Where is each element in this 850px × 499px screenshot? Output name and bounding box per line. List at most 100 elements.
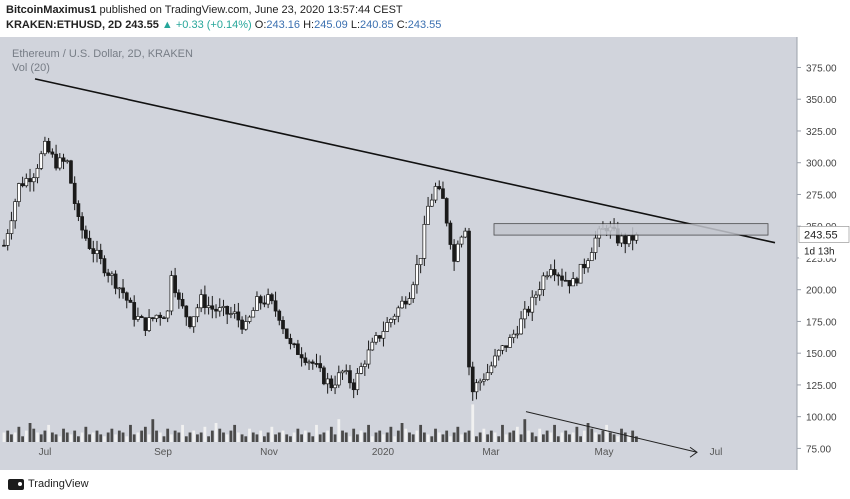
y-tick-label: 300.00	[806, 159, 837, 170]
candle-body	[552, 269, 557, 276]
candle-body	[441, 188, 445, 199]
candle-body	[117, 287, 122, 290]
volume-bar	[110, 428, 114, 442]
close-label: C:	[396, 19, 408, 31]
candle-body	[318, 363, 323, 369]
x-tick-label: Jul	[39, 447, 52, 458]
volume-label: Vol (20)	[12, 62, 50, 74]
volume-bar	[616, 436, 620, 442]
candle-body	[165, 310, 170, 319]
low-value: 240.85	[360, 19, 394, 31]
volume-bar	[80, 432, 84, 442]
volume-bar	[2, 432, 6, 442]
candle-body	[143, 317, 148, 331]
open-label: O:	[254, 19, 267, 31]
volume-bar	[173, 430, 177, 442]
x-tick-label: Nov	[260, 447, 278, 458]
volume-bar	[441, 434, 445, 442]
candle-body	[336, 372, 341, 386]
volume-bar	[285, 434, 289, 442]
volume-bar	[527, 430, 530, 442]
candle-body	[110, 273, 114, 276]
volume-bar	[248, 428, 251, 442]
candle-body	[154, 314, 159, 319]
candle-body	[433, 186, 438, 201]
volume-bar	[549, 432, 553, 442]
volume-bar	[467, 430, 471, 442]
candle-body	[537, 289, 542, 296]
author-name[interactable]: BitcoinMaximus1	[6, 4, 97, 16]
price-chart[interactable]: 75.00 100.00 125.00 150.00 175.00 200.00 225.0…	[0, 37, 850, 470]
candle-body	[575, 278, 579, 284]
candle-body	[296, 343, 300, 355]
volume-bar	[497, 436, 501, 442]
time-axis: Jul Sep Nov 2020 Mar May Jul	[39, 447, 723, 458]
volume-bar	[77, 436, 80, 442]
volume-bar	[166, 428, 170, 442]
volume-bar	[564, 430, 568, 442]
candle-body	[400, 300, 404, 309]
volume-bar	[326, 430, 330, 442]
volume-bar	[281, 430, 285, 442]
volume-bar	[322, 432, 326, 442]
volume-bar	[6, 430, 10, 442]
candle-body	[426, 205, 430, 225]
candle-body	[362, 363, 367, 367]
candle-body	[578, 263, 583, 284]
chart-area[interactable]: 75.00 100.00 125.00 150.00 175.00 200.00 225.0…	[0, 37, 850, 470]
volume-bar	[415, 430, 419, 442]
candle-body	[43, 140, 47, 155]
volume-bar	[486, 434, 489, 442]
volume-bar	[32, 428, 36, 442]
volume-bar	[307, 432, 311, 442]
candle-body	[225, 305, 230, 315]
volume-bar	[359, 430, 363, 442]
candle-body	[482, 379, 486, 382]
candle-body	[314, 363, 319, 365]
volume-bar	[259, 430, 263, 442]
chart-header: BitcoinMaximus1 published on TradingView…	[0, 0, 850, 36]
candle-body	[262, 302, 267, 305]
volume-bar	[445, 430, 449, 442]
candle-body	[199, 294, 204, 309]
candle-body	[418, 258, 423, 266]
volume-bar	[396, 430, 400, 442]
candle-body	[95, 249, 99, 255]
volume-bar	[50, 432, 54, 442]
candle-body	[496, 349, 501, 357]
candle-body	[72, 182, 77, 204]
candle-body	[623, 235, 628, 245]
candle-body	[240, 319, 244, 330]
volume-bar	[627, 434, 631, 442]
candle-body	[567, 280, 572, 287]
candle-body	[310, 361, 315, 364]
open-value: 243.16	[266, 19, 301, 31]
volume-bar	[84, 426, 88, 442]
candle-body	[478, 380, 483, 384]
candle-body	[627, 235, 631, 245]
candle-body	[348, 370, 352, 384]
candle-body	[292, 343, 297, 346]
candle-body	[541, 275, 546, 290]
candle-body	[17, 183, 21, 202]
volume-bar	[434, 428, 437, 442]
volume-bar	[125, 436, 129, 442]
candle-body	[322, 367, 326, 385]
x-tick-label: 2020	[372, 447, 395, 458]
close-value: 243.55	[407, 19, 442, 31]
candle-body	[493, 355, 497, 367]
candle-body	[619, 235, 624, 244]
volume-bar	[266, 432, 270, 442]
publish-line: BitcoinMaximus1 published on TradingView…	[6, 4, 403, 16]
candle-body	[411, 284, 416, 299]
candle-body	[150, 317, 155, 320]
volume-bar	[422, 432, 426, 442]
candle-body	[132, 302, 137, 320]
volume-bar	[132, 434, 136, 442]
candle-body	[169, 275, 174, 312]
y-tick-label: 125.00	[806, 381, 837, 392]
candle-body	[489, 365, 494, 374]
volume-bar	[24, 430, 28, 442]
tradingview-logo[interactable]: TradingView	[8, 478, 89, 490]
candle-body	[519, 318, 523, 335]
